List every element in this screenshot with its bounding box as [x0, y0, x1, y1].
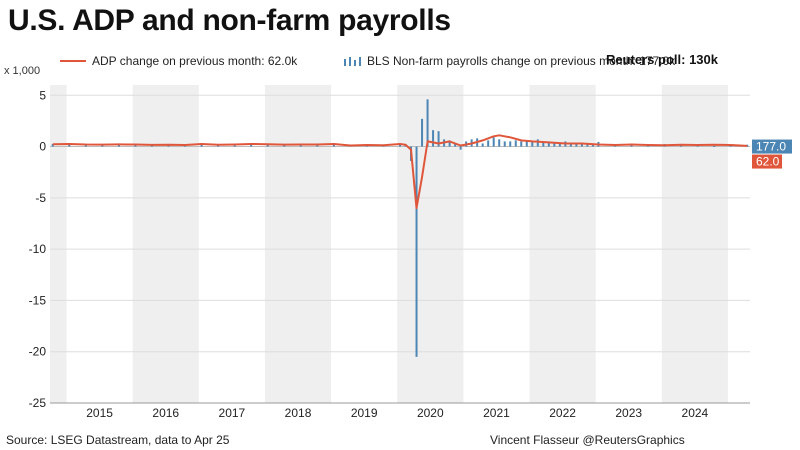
bls-bar: [553, 142, 556, 147]
x-tick-label: 2022: [549, 406, 576, 420]
bls-bar: [68, 144, 71, 147]
bls-bar: [432, 130, 435, 147]
legend-item-adp: ADP change on previous month: 62.0k: [60, 54, 297, 68]
bls-bar: [332, 143, 335, 147]
bls-bar: [134, 145, 137, 147]
bls-bar: [575, 143, 578, 147]
bls-bar: [547, 142, 550, 147]
legend-label-adp: ADP change on previous month: 62.0k: [92, 54, 298, 68]
y-tick-label: -10: [29, 242, 47, 256]
bls-bar: [586, 143, 589, 147]
x-tick-label: 2016: [152, 406, 179, 420]
bls-end-label: 177.0: [756, 140, 786, 154]
x-tick-label: 2021: [483, 406, 510, 420]
bls-bar: [266, 144, 269, 147]
bls-bar: [525, 140, 528, 147]
bls-bar: [481, 143, 484, 147]
y-tick-label: -15: [29, 293, 47, 307]
end-labels: 177.062.0: [752, 139, 792, 169]
x-tick-label: 2017: [219, 406, 246, 420]
bls-bar: [713, 146, 716, 148]
shade-band-2016: [132, 85, 199, 403]
bls-bar: [200, 144, 203, 147]
shade-band-2018: [264, 85, 332, 403]
adp-line-layer: [52, 134, 748, 210]
bls-bar: [415, 146, 418, 357]
bls-bar: [84, 144, 87, 147]
adp-line: [52, 134, 748, 210]
bls-bar: [520, 141, 523, 147]
bls-bar: [569, 143, 572, 147]
y-tick-label: 5: [39, 88, 46, 102]
bls-bar: [459, 146, 462, 150]
source-note: Source: LSEG Datastream, data to Apr 25: [6, 433, 230, 447]
x-tick-label: 2020: [417, 406, 444, 420]
adp-line-swatch: [60, 60, 86, 62]
adp-end-label: 62.0: [756, 155, 780, 169]
shade-band-2022: [529, 85, 596, 403]
bls-bar: [746, 144, 749, 147]
legend-item-bls: BLS Non-farm payrolls change on previous…: [344, 54, 675, 68]
bls-bar: [630, 144, 633, 147]
bls-bar: [399, 143, 401, 147]
bls-bar: [299, 144, 302, 147]
poll-annotation: Reuters poll: 130k: [606, 52, 718, 67]
bls-bar: [531, 141, 534, 147]
bls-bar: [487, 140, 490, 147]
bls-bar: [250, 143, 253, 147]
bls-bar: [536, 139, 539, 147]
bls-end-badge: 177.0: [752, 139, 792, 154]
bls-bar: [454, 143, 457, 147]
bls-bar: [542, 142, 545, 147]
shade-band-2024: [661, 85, 728, 403]
bls-end-badge-bg: [752, 139, 792, 154]
adp-end-badge: 62.0: [752, 154, 782, 169]
bls-bar: [503, 141, 506, 147]
bls-bar: [498, 139, 501, 147]
x-tick-label: 2019: [351, 406, 378, 420]
credit-note: Vincent Flasseur @ReutersGraphics: [490, 433, 685, 447]
bls-bar: [233, 145, 236, 147]
y-tick-label: 0: [39, 140, 46, 154]
axes: 5 0 -5 -10 -15 -20 -25 2015 2016 2017 2018 2019 2020…: [29, 88, 750, 420]
x-tick-label: 2024: [682, 406, 709, 420]
bls-bars-swatch: [344, 56, 361, 66]
year-shading: [50, 85, 728, 403]
y-tick-label: -5: [35, 191, 46, 205]
x-tick-label: 2018: [285, 406, 312, 420]
bls-bar: [558, 142, 561, 147]
bls-bar: [591, 143, 594, 147]
bls-bar: [51, 143, 54, 147]
bls-bar: [426, 99, 429, 147]
chart-title: U.S. ADP and non-farm payrolls: [8, 4, 451, 37]
bls-bar: [448, 140, 451, 147]
bls-bar: [514, 140, 517, 147]
shade-band-2014: [50, 85, 67, 403]
y-tick-label: -25: [29, 396, 47, 410]
bls-bar: [437, 131, 440, 147]
adp-end-badge-bg: [752, 154, 782, 169]
x-tick-label: 2023: [615, 406, 642, 420]
bls-bar: [509, 141, 512, 147]
bls-bar: [580, 143, 583, 147]
bls-bar: [492, 137, 495, 147]
y-tick-label: -20: [29, 345, 47, 359]
bls-bar: [421, 118, 424, 147]
shade-band-2020: [397, 85, 464, 403]
x-tick-label: 2015: [86, 406, 113, 420]
y-unit-label: x 1,000: [4, 65, 41, 77]
legend-label-bls: BLS Non-farm payrolls change on previous…: [367, 54, 676, 68]
